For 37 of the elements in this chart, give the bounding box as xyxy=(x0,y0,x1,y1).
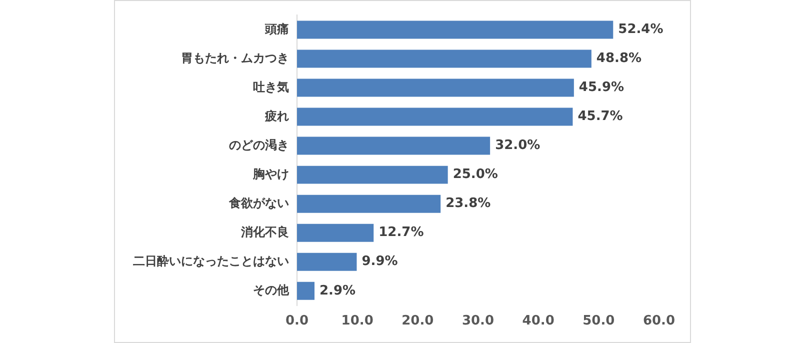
data-label: 9.9% xyxy=(362,254,398,270)
data-label: 2.9% xyxy=(319,283,356,298)
x-tick-label: 30.0 xyxy=(462,314,494,329)
data-label: 48.8% xyxy=(596,51,642,66)
y-tick-label: 疲れ xyxy=(264,108,289,123)
bar xyxy=(297,50,592,68)
data-label: 52.4% xyxy=(618,22,664,38)
bar xyxy=(297,166,448,184)
y-tick-label: 頭痛 xyxy=(264,22,289,36)
y-tick-label: 胃もたれ・ムカつき xyxy=(181,50,289,65)
data-label: 23.8% xyxy=(446,196,491,212)
bar xyxy=(297,252,357,271)
y-tick-label: のどの渇き xyxy=(229,138,289,152)
bar xyxy=(297,194,441,213)
x-tick-label: 60.0 xyxy=(642,314,676,329)
data-label: 25.0% xyxy=(452,167,498,182)
x-tick-label: 20.0 xyxy=(402,314,434,329)
x-tick-label: 0.0 xyxy=(285,314,309,329)
y-tick-label: その他 xyxy=(253,283,290,298)
bar xyxy=(297,20,614,39)
bar xyxy=(297,224,374,242)
data-label: 45.9% xyxy=(578,80,624,96)
y-tick-label: 食欲がない xyxy=(228,196,289,210)
y-tick-label: 消化不良 xyxy=(240,224,289,239)
y-tick-label: 吐き気 xyxy=(253,80,289,94)
y-tick-label: 二日酔いになったことはない xyxy=(133,254,289,268)
bar xyxy=(297,108,573,126)
data-label: 32.0% xyxy=(495,138,540,154)
bar xyxy=(297,78,574,97)
x-tick-label: 50.0 xyxy=(582,314,615,329)
data-label: 45.7% xyxy=(578,109,623,124)
bar xyxy=(297,136,490,155)
bar xyxy=(297,282,314,300)
x-tick-label: 40.0 xyxy=(522,314,554,329)
x-tick-label: 10.0 xyxy=(341,314,374,329)
y-tick-label: 胸やけ xyxy=(252,166,289,181)
data-label: 12.7% xyxy=(378,225,424,240)
